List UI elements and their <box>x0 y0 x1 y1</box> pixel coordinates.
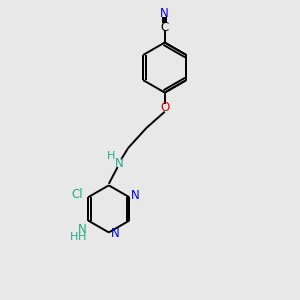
Text: N: N <box>111 227 120 240</box>
Text: N: N <box>115 157 124 170</box>
Text: Cl: Cl <box>71 188 83 201</box>
Text: N: N <box>160 7 169 20</box>
Text: O: O <box>160 101 169 114</box>
Text: H: H <box>78 232 87 242</box>
Text: H: H <box>70 232 78 242</box>
Text: N: N <box>78 223 87 236</box>
Text: C: C <box>160 21 169 34</box>
Text: N: N <box>131 189 140 202</box>
Text: H: H <box>107 151 115 160</box>
